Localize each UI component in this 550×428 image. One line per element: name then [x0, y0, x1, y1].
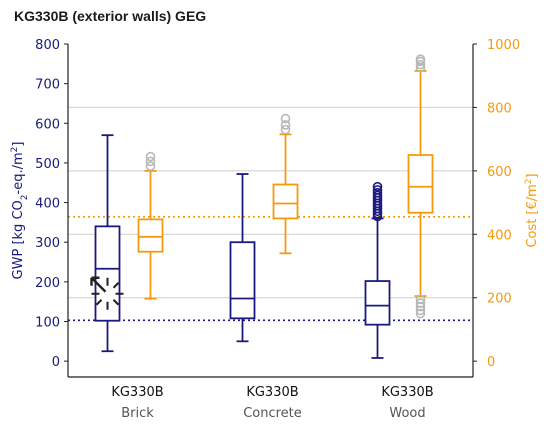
cursor-ray	[112, 282, 120, 289]
category-label-line1: KG330B	[381, 385, 433, 400]
right-tick-label: 1000	[487, 38, 520, 53]
right-tick-label: 200	[487, 292, 512, 307]
right-axis-title: Cost [€/m2]	[524, 173, 540, 247]
outlier-point	[280, 113, 291, 124]
box-gwp	[229, 241, 256, 320]
left-tick-label: 500	[35, 157, 60, 172]
outlier-point	[280, 124, 291, 135]
outlier-point	[372, 181, 383, 192]
category-label-line1: KG330B	[111, 385, 163, 400]
category-label-line2: Brick	[121, 406, 154, 421]
outlier-point	[415, 54, 426, 65]
right-tick-label: 0	[487, 355, 495, 370]
outlier-point	[145, 151, 156, 162]
category-label-line1: KG330B	[246, 385, 298, 400]
left-tick-label: 100	[35, 316, 60, 331]
outlier-point	[372, 187, 383, 198]
outlier-point	[415, 308, 426, 319]
right-tick-label: 600	[487, 165, 512, 180]
cursor-burst-icon	[90, 276, 124, 310]
cursor-arrow	[90, 276, 107, 293]
box-gwp	[364, 280, 391, 326]
right-tick-label: 800	[487, 101, 512, 116]
outlier-point	[145, 161, 156, 171]
outlier-point	[415, 301, 426, 312]
chart-title: KG330B (exterior walls) GEG	[14, 8, 207, 24]
box-cost	[407, 154, 434, 214]
cursor-ray	[112, 299, 120, 306]
outlier-point	[372, 185, 383, 195]
box-gwp	[94, 225, 121, 322]
left-tick-label: 800	[35, 38, 60, 53]
box-cost	[272, 183, 299, 220]
outlier-point	[145, 156, 156, 167]
left-tick-label: 400	[35, 197, 60, 212]
left-axis-title: GWP [kg CO2-eq./m2]	[10, 142, 30, 280]
box-cost	[137, 218, 164, 253]
left-tick-label: 600	[35, 117, 60, 132]
category-label-line2: Concrete	[243, 406, 302, 421]
category-label-line2: Wood	[389, 406, 425, 421]
left-tick-label: 700	[35, 78, 60, 93]
cursor-ray	[95, 299, 103, 306]
left-tick-label: 300	[35, 236, 60, 251]
outlier-point	[415, 305, 426, 316]
left-tick-label: 200	[35, 276, 60, 291]
left-tick-label: 0	[52, 355, 60, 370]
right-tick-label: 400	[487, 228, 512, 243]
outlier-point	[415, 59, 426, 70]
outlier-point	[280, 120, 291, 130]
